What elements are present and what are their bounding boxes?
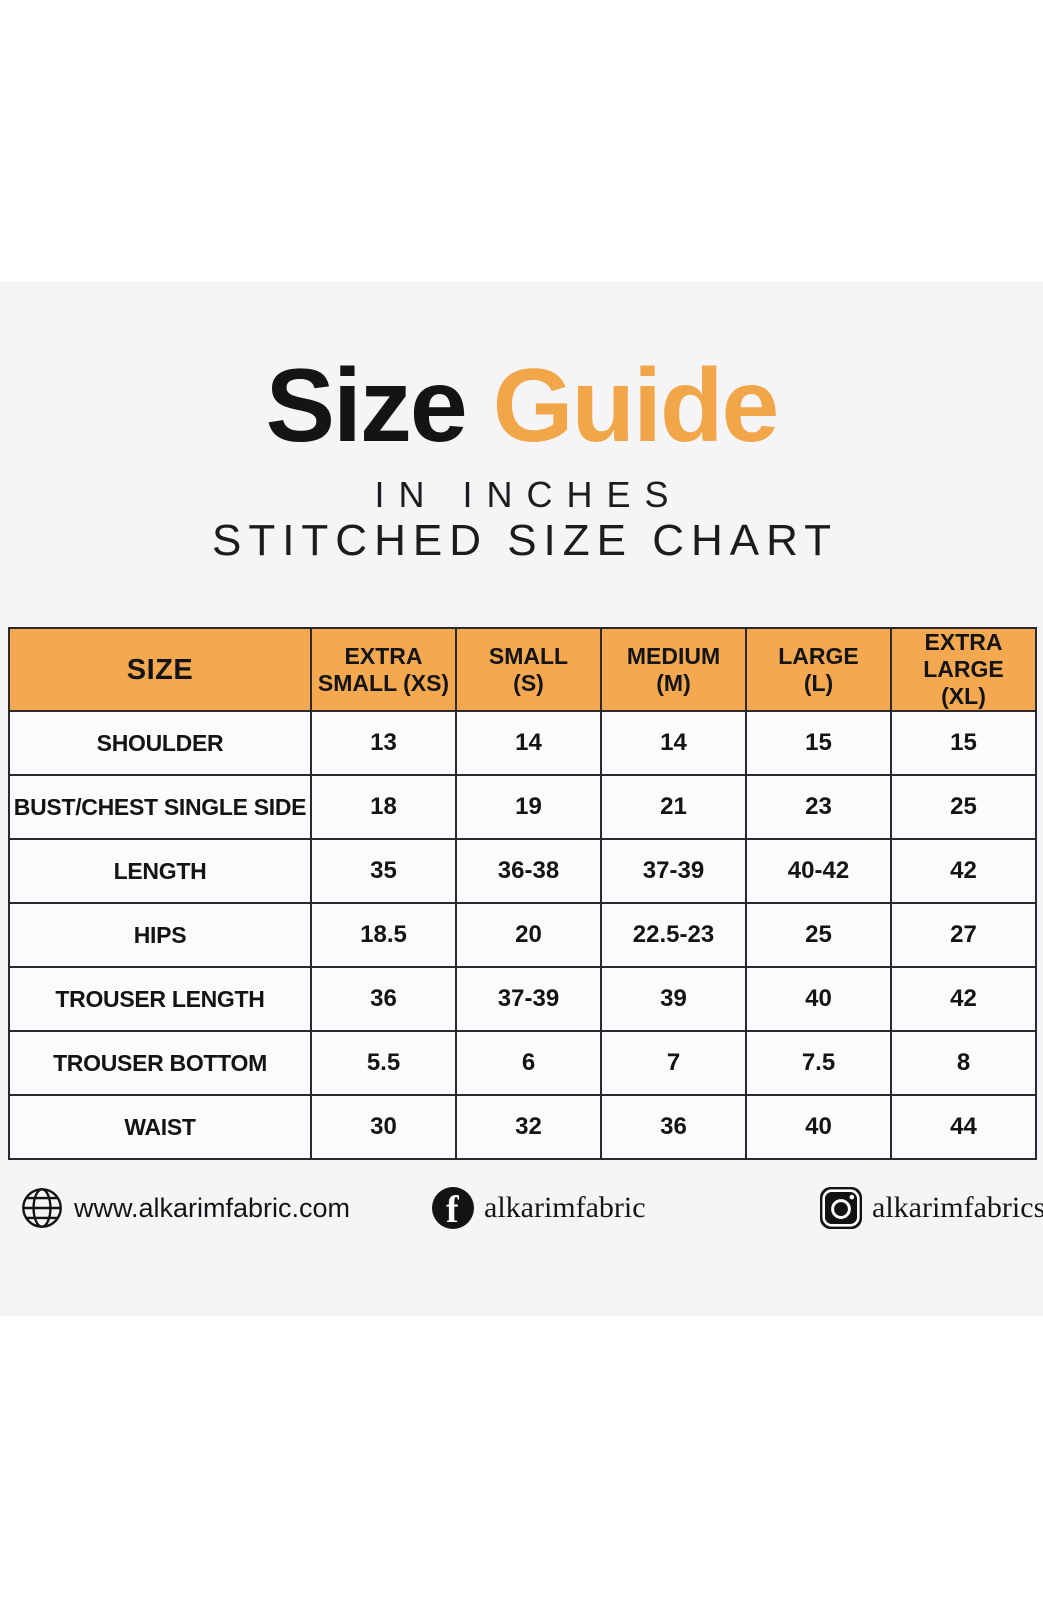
cell-value: 15 [890, 710, 1037, 777]
row-label: WAIST [8, 1094, 312, 1161]
instagram-icon [820, 1187, 862, 1229]
col-header-small: SMALL (S) [455, 626, 602, 713]
cell-value: 14 [455, 710, 602, 777]
footer-instagram: alkarimfabrics [820, 1183, 1043, 1233]
table-row-shoulder: SHOULDER 13 14 14 15 15 [8, 710, 1037, 777]
cell-value: 40 [745, 966, 892, 1033]
row-label: HIPS [8, 902, 312, 969]
size-chart-table: SIZE EXTRA SMALL (XS) SMALL (S) MEDIUM (… [8, 626, 1037, 1161]
subtitle-stitched-size-chart: STITCHED SIZE CHART [211, 516, 838, 565]
cell-value: 36 [600, 1094, 747, 1161]
facebook-icon: f [432, 1187, 474, 1229]
row-label: TROUSER BOTTOM [8, 1030, 312, 1097]
cell-value: 39 [600, 966, 747, 1033]
cell-value: 25 [890, 774, 1037, 841]
globe-icon [20, 1186, 64, 1230]
row-label: SHOULDER [8, 710, 312, 777]
cell-value: 8 [890, 1030, 1037, 1097]
cell-value: 36-38 [455, 838, 602, 905]
cell-value: 13 [310, 710, 457, 777]
cell-value: 32 [455, 1094, 602, 1161]
col-header-size: SIZE [8, 626, 312, 713]
cell-value: 18.5 [310, 902, 457, 969]
col-header-extra-large: EXTRA LARGE (XL) [890, 626, 1037, 713]
footer-website: www.alkarimfabric.com [20, 1183, 350, 1233]
cell-value: 23 [745, 774, 892, 841]
table-row-length: LENGTH 35 36-38 37-39 40-42 42 [8, 838, 1037, 905]
cell-value: 18 [310, 774, 457, 841]
cell-value: 42 [890, 838, 1037, 905]
table-row-bust-chest: BUST/CHEST SINGLE SIDE 18 19 21 23 25 [8, 774, 1037, 841]
cell-value: 27 [890, 902, 1037, 969]
title-space [466, 348, 493, 464]
page-title: Size Guide [0, 352, 1043, 460]
cell-value: 15 [745, 710, 892, 777]
cell-value: 37-39 [600, 838, 747, 905]
table-row-trouser-bottom: TROUSER BOTTOM 5.5 6 7 7.5 8 [8, 1030, 1037, 1097]
cell-value: 7.5 [745, 1030, 892, 1097]
cell-value: 7 [600, 1030, 747, 1097]
subtitle-in-inches: IN INCHES [374, 474, 683, 515]
title-word-guide: Guide [492, 348, 780, 464]
table-row-waist: WAIST 30 32 36 40 44 [8, 1094, 1037, 1161]
cell-value: 22.5-23 [600, 902, 747, 969]
cell-value: 44 [890, 1094, 1037, 1161]
website-url: www.alkarimfabric.com [74, 1192, 351, 1223]
col-header-large: LARGE (L) [745, 626, 892, 713]
cell-value: 19 [455, 774, 602, 841]
cell-value: 37-39 [455, 966, 602, 1033]
cell-value: 5.5 [310, 1030, 457, 1097]
facebook-handle: alkarimfabric [484, 1191, 646, 1224]
cell-value: 6 [455, 1030, 602, 1097]
table-row-trouser-length: TROUSER LENGTH 36 37-39 39 40 42 [8, 966, 1037, 1033]
col-header-medium: MEDIUM (M) [600, 626, 747, 713]
cell-value: 42 [890, 966, 1037, 1033]
cell-value: 40 [745, 1094, 892, 1161]
cell-value: 25 [745, 902, 892, 969]
cell-value: 35 [310, 838, 457, 905]
table-row-hips: HIPS 18.5 20 22.5-23 25 27 [8, 902, 1037, 969]
footer: www.alkarimfabric.com f alkarimfabric al… [0, 1183, 1043, 1233]
instagram-handle: alkarimfabrics [872, 1191, 1043, 1224]
row-label: LENGTH [8, 838, 312, 905]
cell-value: 20 [455, 902, 602, 969]
col-header-extra-small: EXTRA SMALL (XS) [310, 626, 457, 713]
title-word-size: Size [265, 348, 468, 464]
footer-facebook: f alkarimfabric [432, 1183, 646, 1233]
row-label: BUST/CHEST SINGLE SIDE [8, 774, 312, 841]
cell-value: 36 [310, 966, 457, 1033]
cell-value: 40-42 [745, 838, 892, 905]
row-label: TROUSER LENGTH [8, 966, 312, 1033]
cell-value: 21 [600, 774, 747, 841]
cell-value: 14 [600, 710, 747, 777]
cell-value: 30 [310, 1094, 457, 1161]
header-row: SIZE EXTRA SMALL (XS) SMALL (S) MEDIUM (… [8, 626, 1037, 713]
